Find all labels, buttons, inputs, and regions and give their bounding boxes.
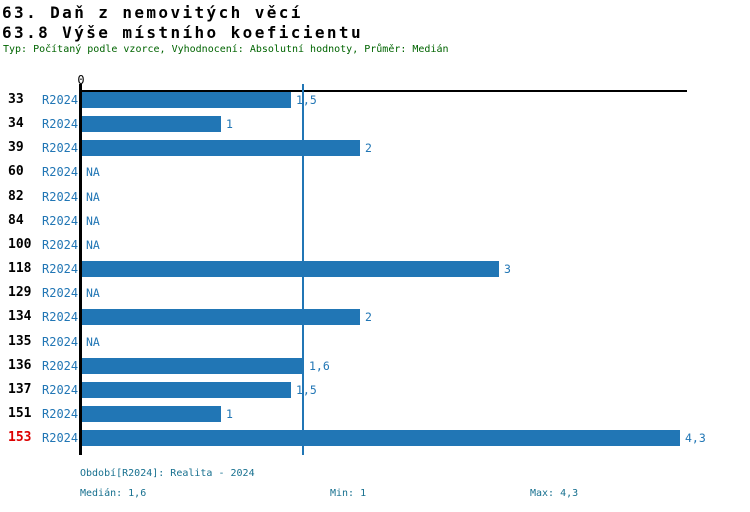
chart-row: 134 R2024 2 [0, 309, 750, 325]
row-category-label: 135 [8, 334, 32, 349]
x-axis-line [80, 90, 687, 92]
row-bar [82, 92, 291, 108]
footer-max-stat: Max: 4,3 [530, 488, 579, 499]
chart-row: 135 R2024 NA [0, 334, 750, 350]
row-period-label: R2024 [42, 407, 79, 421]
footer-period-info: Období[R2024]: Realita - 2024 [80, 468, 255, 479]
chart-row: 82 R2024 NA [0, 189, 750, 205]
row-value-label: 1,6 [309, 359, 330, 373]
chart-row: 33 R2024 1,5 [0, 92, 750, 108]
row-category-label: 153 [8, 430, 32, 445]
row-value-label: NA [86, 214, 100, 228]
row-period-label: R2024 [42, 286, 79, 300]
row-value-label: 1,5 [296, 93, 317, 107]
row-bar [82, 358, 304, 374]
row-bar [82, 430, 680, 446]
row-period-label: R2024 [42, 335, 79, 349]
chart-row: 118 R2024 3 [0, 261, 750, 277]
row-value-label: NA [86, 335, 100, 349]
chart-row: 137 R2024 1,5 [0, 382, 750, 398]
chart-subtitle: 63.8 Výše místního koeficientu [2, 23, 363, 42]
row-value-label: 3 [504, 262, 511, 276]
chart-row: 151 R2024 1 [0, 406, 750, 422]
chart-row: 153 R2024 4,3 [0, 430, 750, 446]
y-axis-line [79, 84, 82, 455]
row-category-label: 151 [8, 406, 32, 421]
row-value-label: NA [86, 286, 100, 300]
row-category-label: 82 [8, 189, 24, 204]
row-value-label: NA [86, 238, 100, 252]
row-bar [82, 261, 499, 277]
row-category-label: 118 [8, 261, 32, 276]
row-period-label: R2024 [42, 214, 79, 228]
chart-row: 136 R2024 1,6 [0, 358, 750, 374]
chart-row: 129 R2024 NA [0, 285, 750, 301]
row-period-label: R2024 [42, 165, 79, 179]
row-value-label: 4,3 [685, 431, 706, 445]
row-category-label: 39 [8, 140, 24, 155]
row-value-label: 1,5 [296, 383, 317, 397]
chart-row: 34 R2024 1 [0, 116, 750, 132]
row-category-label: 129 [8, 285, 32, 300]
row-category-label: 134 [8, 309, 32, 324]
row-bar [82, 140, 360, 156]
row-bar [82, 116, 221, 132]
row-bar [82, 309, 360, 325]
footer-min-stat: Min: 1 [330, 488, 367, 499]
row-value-label: NA [86, 190, 100, 204]
axis-zero-tick-label: 0 [77, 73, 85, 87]
row-period-label: R2024 [42, 310, 79, 324]
row-value-label: 2 [365, 310, 372, 324]
chart-row: 84 R2024 NA [0, 213, 750, 229]
row-period-label: R2024 [42, 238, 79, 252]
footer-median-stat: Medián: 1,6 [80, 488, 147, 499]
row-period-label: R2024 [42, 431, 79, 445]
row-period-label: R2024 [42, 141, 79, 155]
row-bar [82, 406, 221, 422]
row-value-label: 2 [365, 141, 372, 155]
row-category-label: 136 [8, 358, 32, 373]
chart-row: 100 R2024 NA [0, 237, 750, 253]
row-category-label: 33 [8, 92, 24, 107]
chart-row: 60 R2024 NA [0, 164, 750, 180]
row-value-label: 1 [226, 117, 233, 131]
row-category-label: 84 [8, 213, 24, 228]
row-period-label: R2024 [42, 262, 79, 276]
row-period-label: R2024 [42, 383, 79, 397]
chart-row: 39 R2024 2 [0, 140, 750, 156]
chart-meta-info: Typ: Počítaný podle vzorce, Vyhodnocení:… [3, 44, 449, 55]
row-category-label: 100 [8, 237, 32, 252]
row-bar [82, 382, 291, 398]
row-period-label: R2024 [42, 190, 79, 204]
row-period-label: R2024 [42, 117, 79, 131]
row-value-label: NA [86, 165, 100, 179]
page-title: 63. Daň z nemovitých věcí [2, 3, 303, 22]
row-period-label: R2024 [42, 359, 79, 373]
row-period-label: R2024 [42, 93, 79, 107]
row-category-label: 137 [8, 382, 32, 397]
row-category-label: 34 [8, 116, 24, 131]
row-value-label: 1 [226, 407, 233, 421]
row-category-label: 60 [8, 164, 24, 179]
